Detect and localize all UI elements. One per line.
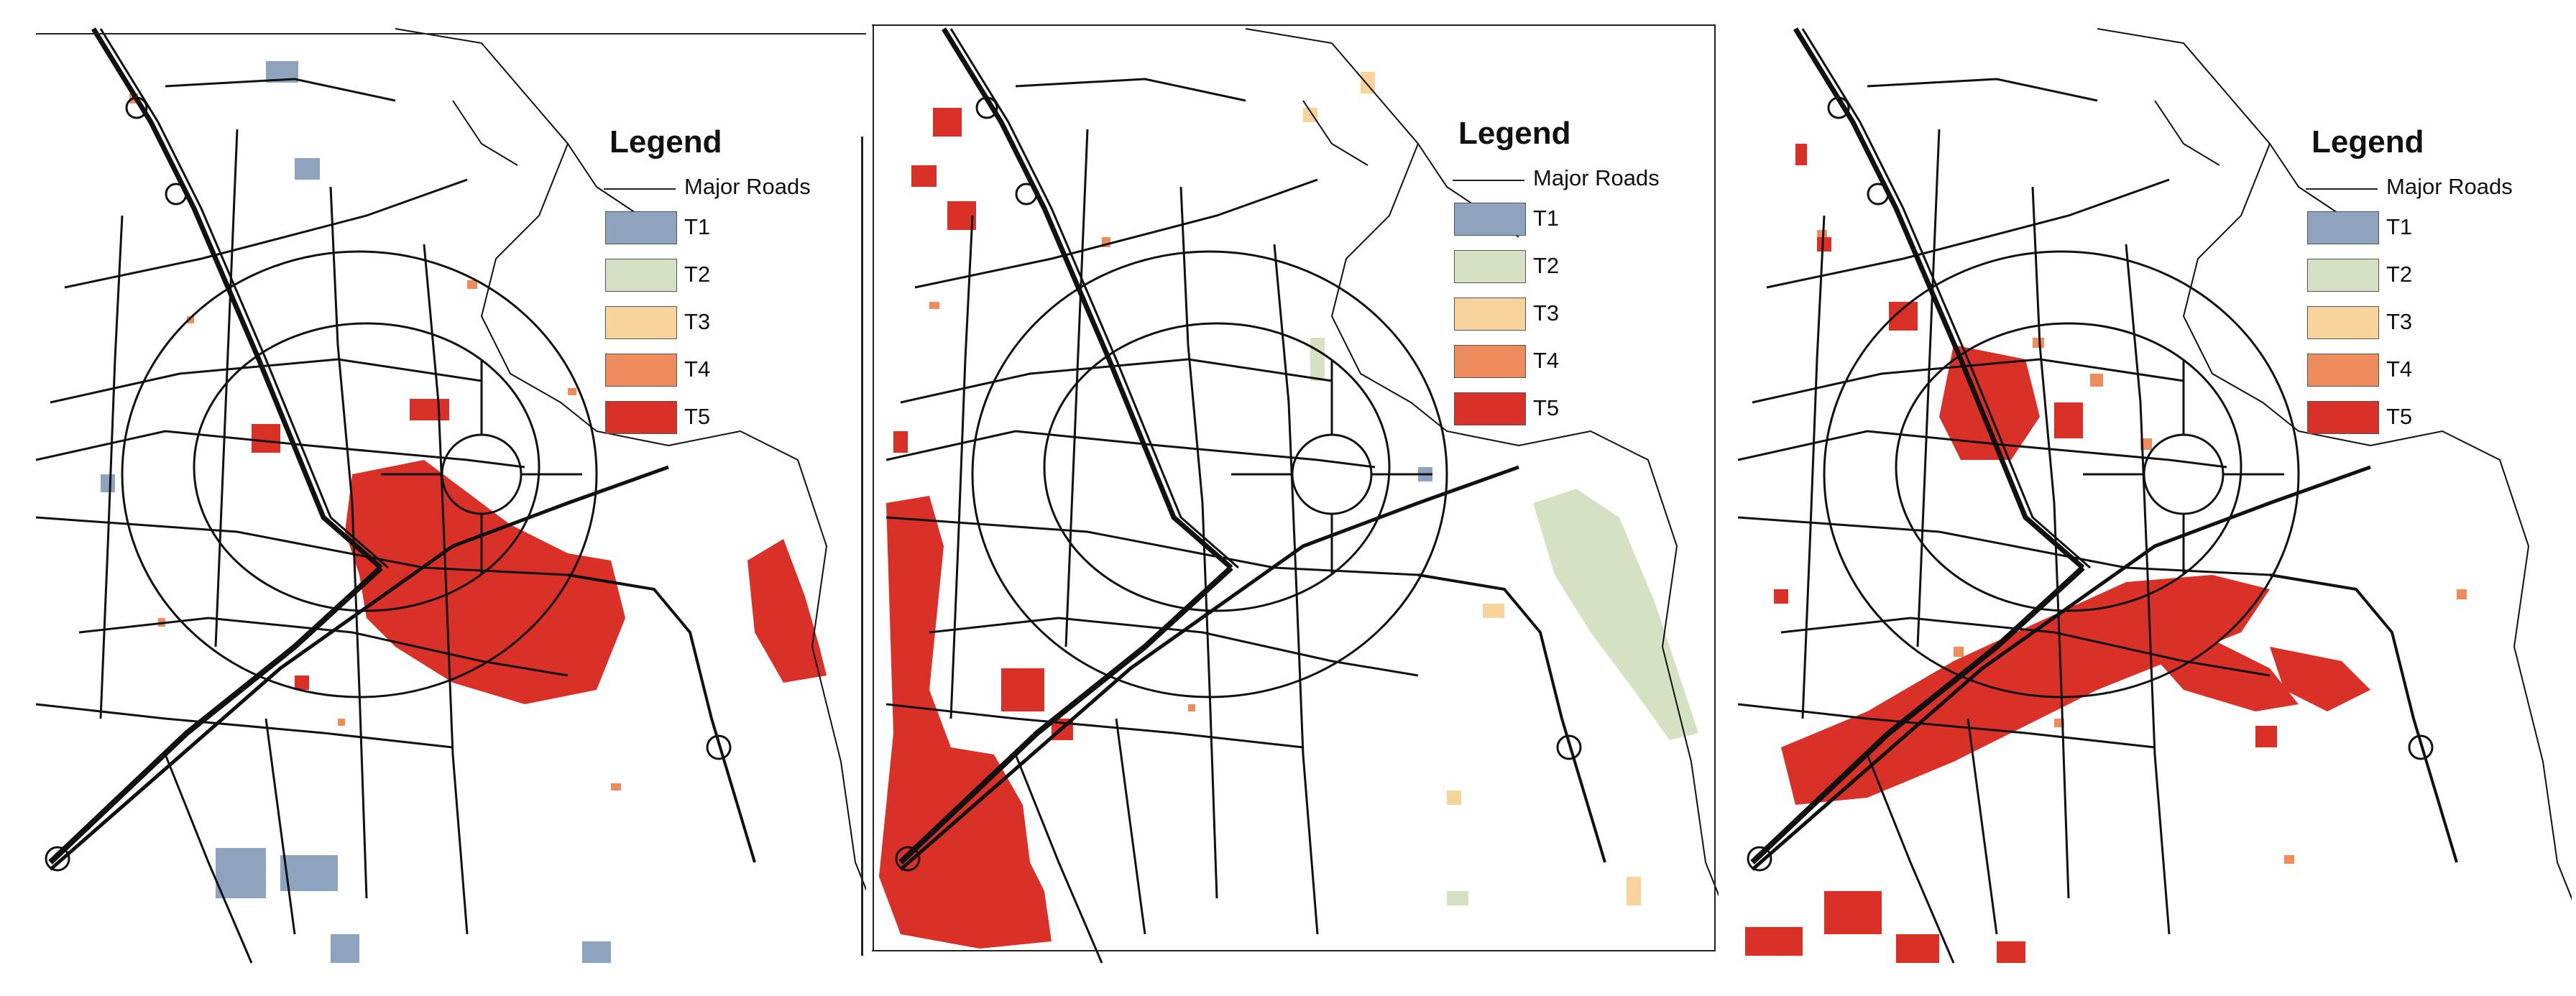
legend-classes: T1 T2 T3 T4 T5 xyxy=(2306,206,2550,443)
legend-major-roads: Major Roads xyxy=(2306,171,2550,206)
legend-major-roads: Major Roads xyxy=(604,171,848,206)
legend-class-t2: T2 xyxy=(1453,244,1697,292)
major-roads-line-symbol xyxy=(1453,180,1524,181)
legend-class-t3: T3 xyxy=(2306,300,2550,348)
legend-label-t5: T5 xyxy=(1533,395,1560,420)
legend-swatch-t4 xyxy=(1454,345,1526,378)
legend-major-roads: Major Roads xyxy=(1453,162,1697,197)
legend-swatch-t1 xyxy=(605,211,677,244)
t5-patches xyxy=(1745,144,2370,963)
legend-label-t4: T4 xyxy=(684,356,711,382)
legend-label-t2: T2 xyxy=(2386,262,2413,287)
legend-title: Legend xyxy=(2312,124,2424,160)
legend-class-t5: T5 xyxy=(1453,387,1697,434)
map-legend: Legend Major Roads T1 T2 T3 T4 T5 xyxy=(1453,115,1697,434)
t5-patches xyxy=(252,399,827,704)
legend-class-t1: T1 xyxy=(1453,197,1697,244)
map-canvas-1 xyxy=(22,0,866,996)
legend-class-t5: T5 xyxy=(2306,395,2550,443)
map-border-top xyxy=(872,24,1714,26)
t1-patches xyxy=(101,61,611,963)
legend-swatch-t2 xyxy=(2307,259,2379,292)
map-border-left xyxy=(873,24,874,951)
legend-label-t2: T2 xyxy=(1533,253,1560,278)
legend-swatch-t3 xyxy=(1454,298,1526,331)
legend-label-t5: T5 xyxy=(2386,404,2413,429)
map-panel-2: Legend Major Roads T1 T2 T3 T4 T5 xyxy=(872,0,1719,996)
legend-label-t3: T3 xyxy=(1533,300,1560,326)
legend-swatch-t3 xyxy=(605,306,677,339)
legend-title: Legend xyxy=(1458,116,1571,151)
legend-class-t1: T1 xyxy=(604,206,848,253)
map-border-right xyxy=(861,137,863,956)
legend-label-t3: T3 xyxy=(684,309,711,334)
map-border-right xyxy=(1714,24,1716,951)
legend-swatch-t3 xyxy=(2307,306,2379,339)
map-legend: Legend Major Roads T1 T2 T3 T4 T5 xyxy=(604,124,848,443)
legend-swatch-t5 xyxy=(1454,392,1526,425)
legend-swatch-t2 xyxy=(1454,250,1526,283)
legend-swatch-t5 xyxy=(605,401,677,434)
legend-class-t3: T3 xyxy=(604,300,848,348)
map-border-top xyxy=(36,33,866,34)
legend-swatch-t4 xyxy=(605,354,677,387)
legend-class-t4: T4 xyxy=(1453,339,1697,387)
t5-patches xyxy=(879,108,1073,949)
t3-patches xyxy=(1303,72,1641,905)
map-panel-3: Legend Major Roads T1 T2 T3 T4 T5 xyxy=(1724,0,2572,996)
map-border-bottom xyxy=(872,950,1714,951)
major-roads-label: Major Roads xyxy=(1533,165,1660,190)
legend-class-t2: T2 xyxy=(2306,253,2550,300)
legend-swatch-t4 xyxy=(2307,354,2379,387)
legend-swatch-t1 xyxy=(2307,211,2379,244)
map-canvas-2 xyxy=(879,0,1719,996)
map-legend: Legend Major Roads T1 T2 T3 T4 T5 xyxy=(2306,124,2550,443)
legend-label-t4: T4 xyxy=(1533,348,1560,373)
major-roads-label: Major Roads xyxy=(684,174,811,199)
legend-label-t3: T3 xyxy=(2386,309,2413,334)
map-canvas-3 xyxy=(1724,0,2572,996)
major-roads-label: Major Roads xyxy=(2386,174,2513,199)
legend-class-t3: T3 xyxy=(1453,292,1697,339)
legend-class-t4: T4 xyxy=(2306,348,2550,395)
legend-class-t1: T1 xyxy=(2306,206,2550,253)
legend-swatch-t1 xyxy=(1454,203,1526,236)
legend-class-t4: T4 xyxy=(604,348,848,395)
major-roads-line-symbol xyxy=(2306,188,2378,190)
legend-label-t5: T5 xyxy=(684,404,711,429)
legend-label-t1: T1 xyxy=(2386,214,2413,239)
legend-label-t2: T2 xyxy=(684,262,711,287)
legend-class-t2: T2 xyxy=(604,253,848,300)
legend-label-t1: T1 xyxy=(684,214,711,239)
map-panel-1: Legend Major Roads T1 T2 T3 T4 T5 xyxy=(22,0,866,996)
legend-classes: T1 T2 T3 T4 T5 xyxy=(1453,197,1697,434)
legend-class-t5: T5 xyxy=(604,395,848,443)
legend-classes: T1 T2 T3 T4 T5 xyxy=(604,206,848,443)
legend-label-t4: T4 xyxy=(2386,356,2413,382)
legend-swatch-t2 xyxy=(605,259,677,292)
legend-label-t1: T1 xyxy=(1533,206,1560,231)
legend-title: Legend xyxy=(610,124,722,160)
major-roads-line-symbol xyxy=(604,188,676,190)
legend-swatch-t5 xyxy=(2307,401,2379,434)
